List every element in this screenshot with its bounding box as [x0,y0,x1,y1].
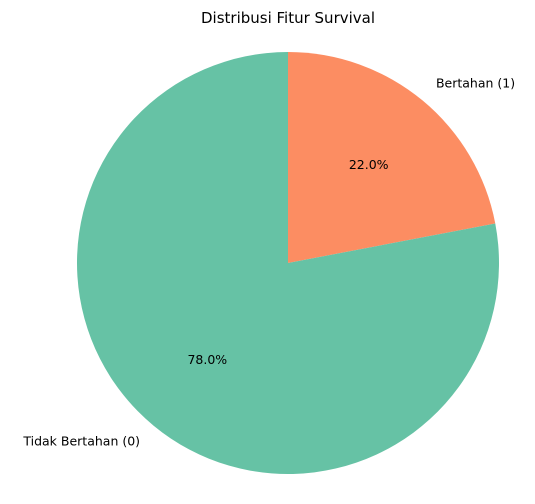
slice-percent-1: 78.0% [187,352,227,367]
slice-label-0: Bertahan (1) [436,76,515,91]
slice-percent-0: 22.0% [349,157,389,172]
pie-slices [77,52,499,474]
chart-title: Distribusi Fitur Survival [201,9,375,27]
slice-label-1: Tidak Bertahan (0) [22,433,140,448]
